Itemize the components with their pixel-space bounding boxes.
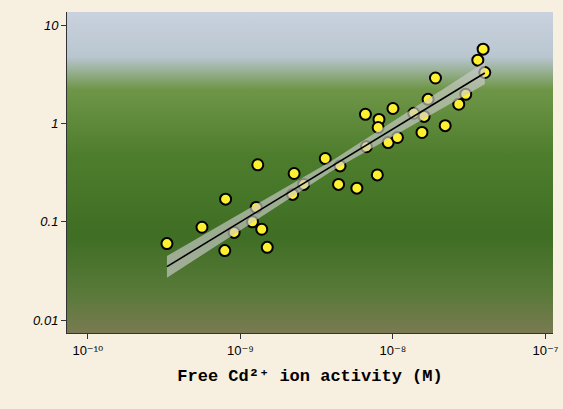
svg-text:0.1: 0.1: [40, 214, 58, 229]
svg-text:Free Cd²⁺ ion activity (M): Free Cd²⁺ ion activity (M): [177, 367, 442, 386]
svg-text:10: 10: [44, 18, 59, 33]
svg-text:10⁻¹⁰: 10⁻¹⁰: [72, 343, 103, 358]
svg-text:10⁻⁹: 10⁻⁹: [227, 343, 254, 358]
svg-text:10⁻⁸: 10⁻⁸: [380, 343, 407, 358]
svg-text:0.01: 0.01: [33, 313, 58, 328]
svg-text:1: 1: [51, 116, 58, 131]
svg-text:10⁻⁷: 10⁻⁷: [532, 343, 558, 358]
